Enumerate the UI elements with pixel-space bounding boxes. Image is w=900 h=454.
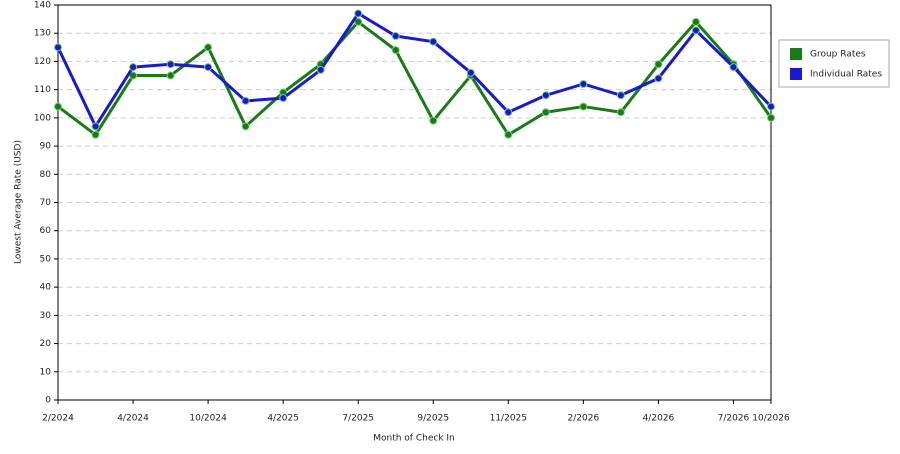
y-tick-label: 100 (34, 113, 51, 123)
data-point (166, 60, 175, 69)
x-tick-label: 10/2024 (189, 414, 227, 424)
data-point (579, 102, 588, 111)
data-point (691, 17, 700, 26)
x-tick-label: 10/2026 (752, 414, 790, 424)
y-tick-label: 10 (40, 367, 52, 377)
y-tick-label: 50 (40, 254, 52, 264)
series-line (56, 11, 773, 128)
x-tick-label: 2/2026 (568, 414, 600, 424)
y-tick-label: 30 (40, 311, 52, 321)
data-point (654, 74, 663, 83)
data-point (204, 43, 213, 52)
y-tick-label: 20 (40, 339, 52, 349)
data-point (54, 102, 62, 111)
y-tick-label: 90 (40, 142, 52, 152)
x-tick-label: 7/2026 (718, 414, 750, 424)
y-tick-label: 110 (34, 85, 51, 95)
x-axis-label: Month of Check In (373, 434, 455, 444)
data-point (391, 46, 400, 55)
legend-label: Individual Rates (810, 70, 882, 80)
x-tick-label: 2/2024 (42, 414, 74, 424)
x-tick-label: 11/2025 (490, 414, 527, 424)
data-point (129, 63, 138, 72)
data-point (504, 108, 513, 117)
y-tick-label: 140 (34, 1, 51, 11)
data-point (204, 63, 213, 72)
data-point (466, 68, 475, 77)
y-tick-label: 60 (40, 226, 52, 236)
data-point (767, 102, 775, 111)
x-tick-label: 4/2024 (117, 414, 149, 424)
x-tick-label: 9/2025 (417, 414, 449, 424)
data-point (579, 80, 588, 88)
data-point (691, 26, 700, 35)
y-tick-label: 120 (34, 57, 51, 67)
data-point (429, 37, 438, 46)
data-point (504, 130, 513, 139)
x-tick-label: 4/2026 (643, 414, 675, 424)
y-tick-label: 0 (45, 396, 51, 406)
y-tick-label: 80 (40, 170, 52, 180)
data-point (279, 94, 288, 103)
series-line (57, 20, 773, 137)
y-tick-label: 40 (40, 283, 52, 293)
legend-swatch (790, 68, 802, 80)
data-point (391, 32, 400, 41)
data-point (241, 122, 250, 131)
x-tick-label: 4/2025 (267, 414, 299, 424)
y-tick-label: 70 (40, 198, 52, 208)
data-point (354, 9, 363, 18)
data-point (54, 43, 62, 52)
data-point (241, 96, 250, 105)
plot-frame (57, 4, 772, 401)
data-point (616, 108, 625, 117)
data-point (767, 113, 775, 122)
data-point (91, 130, 100, 139)
y-tick-label: 130 (34, 29, 51, 39)
data-point (541, 108, 550, 117)
data-point (616, 91, 625, 100)
data-point (541, 91, 550, 100)
data-point (654, 60, 663, 69)
data-point (729, 63, 738, 72)
legend-label: Group Rates (810, 50, 866, 60)
data-point (166, 71, 175, 80)
legend-swatch (790, 48, 802, 60)
y-axis-label: Lowest Average Rate (USD) (14, 140, 24, 264)
data-point (429, 116, 438, 125)
data-point (354, 17, 363, 26)
data-point (91, 122, 100, 131)
data-point (129, 71, 138, 80)
data-point (316, 65, 325, 74)
x-tick-label: 7/2025 (342, 414, 374, 424)
